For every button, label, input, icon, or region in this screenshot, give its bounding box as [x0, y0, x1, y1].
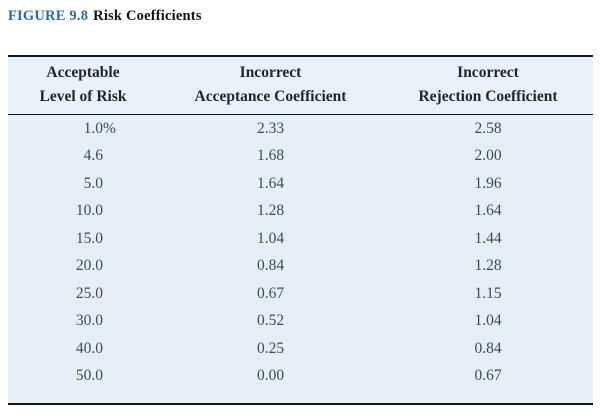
risk-level-cell: 15.0 [8, 230, 158, 248]
acceptance-coefficient-cell: 2.33 [256, 119, 285, 137]
table-row: 4.6 1.68 2.00 [8, 143, 593, 171]
risk-coefficients-table: Acceptable Level of Risk Incorrect Accep… [8, 55, 593, 405]
rejection-coefficient-cell: 1.04 [474, 312, 502, 330]
column-header-line: Rejection Coefficient [418, 87, 558, 105]
risk-level-value: 4.6 [83, 147, 103, 165]
rejection-coefficient-cell: 1.15 [474, 284, 502, 302]
percent-suffix: % [103, 119, 116, 137]
risk-level-cell: 5.0 [8, 175, 158, 193]
table-row: 30.0 0.52 1.04 [8, 308, 593, 336]
table-row: 20.0 0.84 1.28 [8, 253, 593, 281]
rejection-coefficient-cell: 1.64 [474, 202, 502, 220]
risk-level-cell: 20.0 [8, 257, 158, 275]
risk-level-value: 10.0 [75, 202, 103, 220]
risk-level-value: 50.0 [75, 367, 103, 385]
figure-label: FIGURE 9.8 [8, 8, 89, 24]
rejection-coefficient-cell: 1.44 [474, 229, 502, 247]
risk-level-cell: 30.0 [8, 312, 158, 330]
acceptance-coefficient-cell: 0.52 [256, 312, 285, 330]
column-header-line: Level of Risk [39, 87, 127, 105]
rejection-coefficient-cell: 2.58 [474, 119, 502, 137]
column-header-risk-level: Acceptable Level of Risk [8, 61, 158, 108]
table-row: 1.0% 2.33 2.58 [8, 115, 593, 143]
acceptance-coefficient-cell: 1.68 [256, 147, 285, 165]
column-header-rejection-coefficient: Incorrect Rejection Coefficient [383, 61, 593, 108]
column-header-acceptance-coefficient: Incorrect Acceptance Coefficient [158, 61, 383, 108]
risk-level-value: 15.0 [75, 229, 103, 247]
acceptance-coefficient-cell: 0.84 [256, 257, 285, 275]
table-row: 15.0 1.04 1.44 [8, 225, 593, 253]
acceptance-coefficient-cell: 1.64 [256, 174, 285, 192]
risk-level-cell: 40.0 [8, 340, 158, 358]
risk-level-value: 40.0 [75, 339, 103, 357]
figure-caption: Risk Coefficients [93, 8, 202, 24]
rejection-coefficient-cell: 1.28 [474, 257, 502, 275]
column-header-line: Acceptable [46, 64, 120, 81]
risk-level-value: 20.0 [75, 257, 103, 275]
risk-level-cell: 4.6 [8, 147, 158, 165]
risk-level-value: 30.0 [75, 312, 103, 330]
risk-level-cell: 10.0 [8, 202, 158, 220]
acceptance-coefficient-cell: 1.28 [256, 202, 285, 220]
column-header-line: Incorrect [239, 64, 302, 81]
column-header-line: Acceptance Coefficient [194, 87, 347, 105]
acceptance-coefficient-cell: 1.04 [256, 229, 285, 247]
table-body: 1.0% 2.33 2.58 4.6 1.68 2.00 5.0 1.64 1.… [8, 115, 593, 403]
figure-title: FIGURE 9.8 Risk Coefficients [8, 8, 202, 25]
risk-level-value: 1.0 [83, 119, 103, 137]
table-row: 40.0 0.25 0.84 [8, 335, 593, 363]
rejection-coefficient-cell: 2.00 [474, 147, 502, 165]
risk-level-value: 5.0 [83, 174, 103, 192]
rejection-coefficient-cell: 0.84 [474, 339, 502, 357]
risk-level-value: 25.0 [75, 284, 103, 302]
rejection-coefficient-cell: 0.67 [474, 367, 502, 385]
acceptance-coefficient-cell: 0.25 [256, 339, 285, 357]
column-header-line: Incorrect [457, 64, 519, 81]
risk-level-cell: 50.0 [8, 367, 158, 385]
table-row: 50.0 0.00 0.67 [8, 363, 593, 391]
table-header: Acceptable Level of Risk Incorrect Accep… [8, 57, 593, 115]
acceptance-coefficient-cell: 0.00 [256, 367, 285, 385]
risk-level-cell: 1.0% [8, 120, 158, 138]
rejection-coefficient-cell: 1.96 [474, 174, 502, 192]
table-row: 10.0 1.28 1.64 [8, 198, 593, 226]
acceptance-coefficient-cell: 0.67 [256, 284, 285, 302]
table-row: 5.0 1.64 1.96 [8, 170, 593, 198]
table-row: 25.0 0.67 1.15 [8, 280, 593, 308]
risk-level-cell: 25.0 [8, 285, 158, 303]
